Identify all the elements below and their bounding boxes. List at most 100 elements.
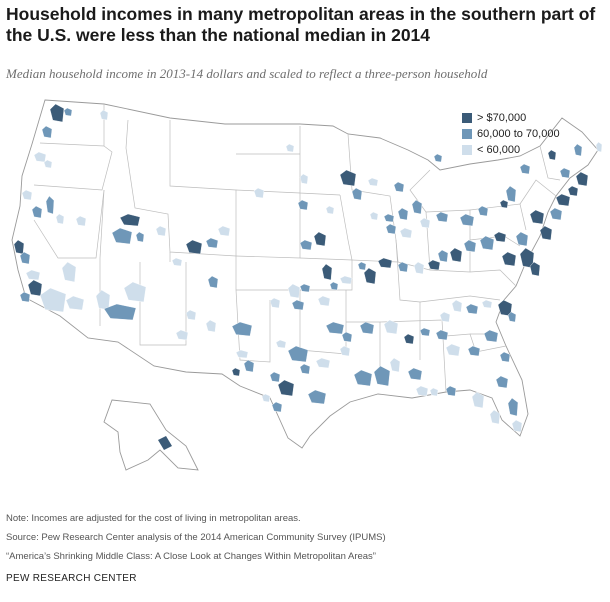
metro-area bbox=[55, 213, 65, 225]
metro-area bbox=[377, 257, 393, 269]
metro-area bbox=[135, 231, 145, 243]
metro-area bbox=[429, 387, 439, 397]
metro-area bbox=[515, 231, 529, 247]
metro-area bbox=[123, 281, 147, 303]
us-metro-income-map bbox=[11, 99, 603, 471]
metro-area bbox=[463, 239, 477, 253]
metro-area bbox=[21, 189, 33, 201]
us-outline bbox=[11, 99, 599, 471]
legend-label-mid: 60,000 to 70,000 bbox=[477, 128, 560, 140]
metro-area bbox=[155, 225, 167, 237]
metro-area bbox=[595, 141, 603, 153]
metro-area bbox=[19, 251, 31, 265]
metro-area bbox=[231, 321, 253, 337]
metro-area bbox=[399, 227, 413, 239]
metro-area bbox=[243, 359, 255, 373]
metro-area bbox=[329, 281, 339, 291]
legend-item-mid: 60,000 to 70,000 bbox=[462, 126, 560, 142]
legend-item-low: < 60,000 bbox=[462, 142, 560, 158]
metro-area bbox=[307, 389, 327, 405]
metro-area bbox=[573, 143, 583, 157]
metro-area bbox=[383, 213, 395, 223]
metro-area bbox=[25, 269, 41, 281]
metro-area bbox=[27, 279, 43, 297]
metro-area bbox=[341, 331, 353, 343]
note-text: Note: Incomes are adjusted for the cost … bbox=[6, 513, 301, 524]
metro-area bbox=[185, 309, 197, 321]
report-title-text: “America’s Shrinking Middle Class: A Clo… bbox=[6, 551, 376, 562]
legend-swatch-low bbox=[462, 145, 472, 155]
metro-area bbox=[511, 419, 523, 433]
metro-area bbox=[299, 363, 311, 375]
metro-area bbox=[459, 213, 475, 227]
metro-area bbox=[413, 261, 425, 275]
metro-area bbox=[103, 303, 137, 321]
metro-area bbox=[403, 333, 415, 345]
metro-area bbox=[489, 409, 501, 425]
metro-area bbox=[171, 257, 183, 267]
metro-area bbox=[271, 401, 283, 413]
metro-area bbox=[275, 339, 287, 349]
chart-subtitle: Median household income in 2013-14 dolla… bbox=[6, 66, 488, 81]
metro-area bbox=[339, 345, 351, 357]
metro-area bbox=[321, 263, 333, 281]
metro-area bbox=[477, 205, 489, 217]
metro-area bbox=[49, 103, 65, 123]
metro-area bbox=[99, 109, 109, 121]
metro-area bbox=[559, 167, 571, 179]
metro-area bbox=[407, 367, 423, 381]
metro-area bbox=[529, 261, 541, 277]
metro-area bbox=[339, 275, 353, 285]
metro-area bbox=[45, 195, 55, 215]
metro-area bbox=[433, 153, 443, 163]
metro-area bbox=[499, 199, 509, 209]
legend: > $70,000 60,000 to 70,000 < 60,000 bbox=[462, 110, 560, 158]
metro-area bbox=[505, 185, 517, 203]
metro-area bbox=[287, 283, 301, 299]
metro-area bbox=[297, 199, 309, 211]
metro-area bbox=[567, 185, 579, 197]
metro-area bbox=[385, 223, 397, 235]
metro-area bbox=[383, 319, 399, 335]
metro-area bbox=[269, 371, 281, 383]
metro-area bbox=[269, 297, 281, 309]
metro-area bbox=[299, 173, 309, 185]
metro-area bbox=[217, 225, 231, 237]
metro-area bbox=[33, 151, 47, 163]
metro-area bbox=[61, 261, 77, 283]
metro-area bbox=[253, 187, 265, 199]
metro-area bbox=[445, 343, 461, 357]
metro-area bbox=[287, 345, 309, 363]
metro-area bbox=[95, 289, 111, 311]
metro-area bbox=[291, 299, 305, 311]
metro-area bbox=[13, 239, 25, 255]
metro-area bbox=[285, 143, 295, 153]
metro-area bbox=[231, 367, 241, 377]
metro-area bbox=[205, 237, 219, 249]
metro-area bbox=[435, 211, 449, 223]
metro-area bbox=[483, 329, 499, 343]
legend-label-high: > $70,000 bbox=[477, 112, 527, 124]
legend-swatch-high bbox=[462, 113, 472, 123]
metro-area bbox=[519, 247, 535, 269]
metro-area bbox=[43, 159, 53, 169]
metro-area bbox=[313, 231, 327, 247]
metro-area bbox=[437, 249, 449, 263]
metro-area bbox=[351, 187, 363, 201]
metro-area bbox=[389, 357, 401, 373]
metro-area bbox=[353, 369, 373, 387]
metro-area bbox=[41, 125, 53, 139]
metro-area bbox=[497, 299, 513, 317]
metro-area bbox=[467, 345, 481, 357]
metro-area bbox=[575, 171, 589, 187]
metro-area bbox=[529, 209, 545, 225]
metro-area bbox=[481, 299, 493, 309]
metro-area bbox=[471, 391, 485, 409]
metro-area bbox=[19, 291, 31, 303]
metro-area bbox=[397, 207, 409, 221]
metro-area bbox=[359, 321, 375, 335]
alaska-outline bbox=[103, 399, 199, 471]
metro-area bbox=[547, 149, 557, 161]
metro-area bbox=[357, 261, 367, 271]
metro-area bbox=[499, 351, 511, 363]
